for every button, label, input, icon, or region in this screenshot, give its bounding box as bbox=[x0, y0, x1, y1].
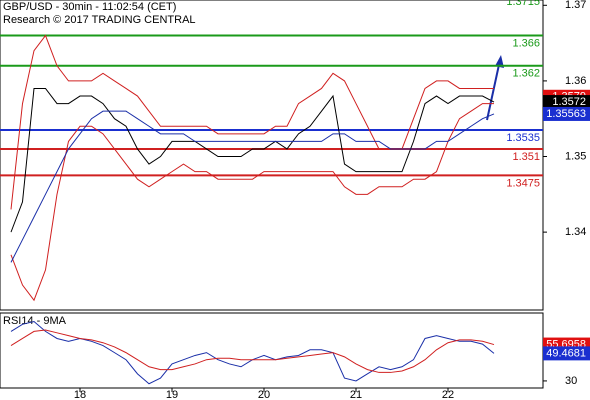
level-label: 1.362 bbox=[512, 68, 540, 80]
y-tick-label: 1.34 bbox=[565, 226, 586, 238]
x-tick-label: 21 bbox=[350, 389, 362, 400]
arrow-head bbox=[495, 55, 504, 68]
series-line bbox=[10, 110, 495, 263]
y-tick-label: 1.37 bbox=[565, 0, 586, 11]
series-line bbox=[10, 320, 495, 385]
level-label: 1.3715 bbox=[506, 0, 540, 8]
level-label: 1.366 bbox=[512, 37, 540, 49]
level-label: 1.3475 bbox=[506, 177, 540, 189]
x-tick-label: 22 bbox=[442, 389, 454, 400]
series-line bbox=[10, 34, 494, 210]
price-label-box bbox=[543, 346, 590, 361]
level-label: 1.3535 bbox=[506, 132, 540, 144]
series-line bbox=[10, 87, 495, 233]
x-tick-label: 20 bbox=[258, 389, 270, 400]
price-label: 1.35563 bbox=[546, 108, 586, 120]
rsi-panel bbox=[0, 312, 544, 389]
chart-subtitle: Research © 2017 TRADING CENTRAL bbox=[3, 14, 196, 26]
y-tick-label: 30 bbox=[565, 375, 577, 387]
arrow bbox=[486, 59, 501, 121]
y-tick-label: 1.35 bbox=[565, 150, 586, 162]
price-label: 49.4681 bbox=[546, 347, 586, 359]
rsi-title: RSI14 - 9MA bbox=[3, 315, 67, 327]
y-tick-label: 1.36 bbox=[565, 75, 586, 87]
price-label: 1.3572 bbox=[552, 96, 586, 108]
level-label: 1.351 bbox=[512, 151, 540, 163]
x-tick-label: 19 bbox=[166, 389, 178, 400]
x-tick-label: 18 bbox=[74, 389, 86, 400]
price-label-box bbox=[543, 106, 590, 121]
price-panel bbox=[0, 0, 544, 311]
chart-title: GBP/USD - 30min - 11:02:54 (CET) bbox=[3, 1, 176, 13]
series-line bbox=[10, 103, 494, 302]
series-line bbox=[10, 329, 495, 373]
price-label-box bbox=[543, 95, 590, 110]
